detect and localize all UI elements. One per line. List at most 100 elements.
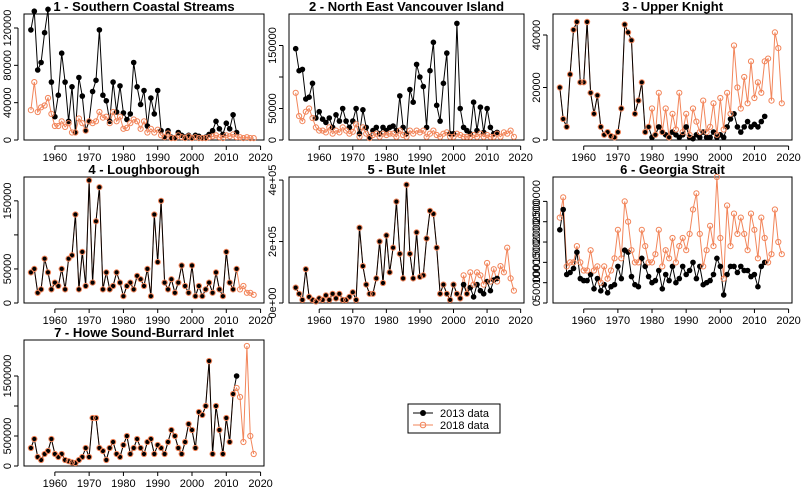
data-point-2013 — [165, 286, 171, 293]
data-point-2018 — [188, 262, 196, 269]
x-tick-label: 1960 — [307, 315, 331, 327]
data-point-2018 — [178, 450, 185, 458]
data-point-2018 — [590, 110, 598, 117]
data-point-2013 — [329, 291, 336, 297]
data-point-2013 — [172, 290, 178, 296]
data-point-2018 — [168, 426, 175, 434]
data-point-2013 — [397, 93, 403, 99]
data-point-2018 — [147, 435, 154, 443]
data-point-2013 — [645, 273, 652, 280]
data-point-2013 — [103, 98, 110, 104]
data-point-2013 — [707, 134, 713, 141]
data-point-2018 — [247, 432, 254, 440]
data-point-2018 — [120, 293, 127, 300]
data-point-2013 — [710, 271, 717, 278]
data-point-2018 — [123, 282, 131, 290]
data-point-2013 — [755, 283, 761, 290]
data-point-2018 — [621, 21, 628, 28]
data-point-2013 — [584, 19, 590, 25]
data-point-2018 — [500, 269, 507, 276]
data-point-2013 — [58, 50, 65, 56]
y-tick-label: 120000 — [2, 10, 14, 47]
data-point-2013 — [45, 269, 51, 276]
data-point-2013 — [336, 118, 343, 124]
x-tick-label: 1980 — [111, 152, 135, 164]
data-point-2018 — [86, 118, 93, 125]
data-point-2013 — [323, 119, 329, 126]
data-point-2018 — [383, 131, 390, 139]
data-point-2013 — [621, 21, 628, 28]
data-point-2018 — [343, 127, 350, 134]
x-tick-label: 2010 — [214, 478, 238, 490]
data-point-2018 — [713, 173, 721, 181]
data-point-2018 — [580, 79, 587, 86]
data-point-2018 — [386, 130, 393, 137]
data-point-2018 — [72, 129, 79, 136]
x-tick-label: 2000 — [441, 315, 465, 327]
data-point-2018 — [195, 135, 202, 142]
data-point-2018 — [443, 290, 450, 297]
data-point-2018 — [134, 118, 141, 125]
data-point-2013 — [755, 124, 761, 130]
data-point-2018 — [243, 289, 250, 296]
data-point-2018 — [41, 102, 48, 109]
data-point-2013 — [444, 291, 450, 297]
data-point-2013 — [151, 111, 158, 117]
data-point-2018 — [329, 290, 336, 297]
data-point-2018 — [332, 295, 340, 302]
data-point-2018 — [306, 105, 313, 112]
x-tick-label: 1980 — [111, 478, 135, 490]
data-point-2018 — [192, 134, 199, 141]
data-point-2018 — [316, 295, 323, 302]
data-point-2018 — [737, 214, 744, 221]
data-point-2018 — [754, 255, 762, 262]
data-point-2018 — [182, 135, 189, 142]
data-point-2013 — [130, 445, 137, 451]
data-point-2013 — [96, 184, 103, 190]
data-point-2013 — [611, 281, 618, 288]
y-tick-label: 500000 — [2, 418, 14, 455]
data-point-2013 — [690, 135, 696, 142]
data-point-2013 — [758, 263, 765, 270]
data-point-2018 — [638, 226, 645, 233]
data-point-2018 — [473, 133, 481, 140]
data-point-2018 — [346, 293, 353, 300]
data-point-2018 — [27, 444, 34, 452]
data-point-2013 — [652, 277, 659, 284]
data-point-2018 — [366, 290, 373, 297]
x-tick-label: 2000 — [180, 315, 204, 327]
data-point-2013 — [79, 93, 86, 99]
x-tick-label: 1990 — [408, 152, 432, 164]
data-point-2018 — [38, 456, 45, 464]
data-point-2013 — [130, 286, 137, 293]
data-point-2018 — [206, 279, 213, 286]
chart-panel-4: 4 - Loughborough 1960 1970 1980 1990 2000 2010… — [2, 162, 273, 327]
data-point-2018 — [487, 133, 494, 140]
data-point-2018 — [236, 134, 244, 141]
data-point-2013 — [720, 134, 727, 141]
data-point-2018 — [223, 414, 230, 422]
chart-panel-3: 3 - Upper Knight 1960 1970 1980 1990 2000 2010… — [531, 0, 801, 164]
data-point-2018 — [693, 190, 700, 197]
data-point-2018 — [567, 71, 574, 78]
data-point-2013 — [213, 118, 219, 125]
data-point-2018 — [185, 420, 192, 428]
data-point-2013 — [110, 439, 116, 445]
data-point-2018 — [510, 287, 518, 294]
x-tick-label: 2010 — [742, 315, 766, 327]
data-point-2013 — [413, 229, 420, 236]
data-point-2013 — [226, 439, 233, 445]
data-point-2018 — [700, 263, 707, 270]
data-point-2018 — [106, 444, 113, 452]
data-point-2013 — [744, 118, 751, 125]
data-point-2018 — [110, 282, 117, 290]
data-point-2013 — [28, 445, 34, 451]
data-point-2018 — [44, 94, 52, 102]
x-tick-label: 1970 — [77, 315, 101, 327]
data-point-2018 — [346, 130, 353, 137]
data-point-2018 — [353, 121, 360, 128]
data-point-2013 — [134, 84, 140, 90]
data-point-2013 — [223, 249, 230, 255]
data-point-2018 — [403, 181, 410, 188]
y-tick-label: 50000 — [267, 93, 279, 124]
